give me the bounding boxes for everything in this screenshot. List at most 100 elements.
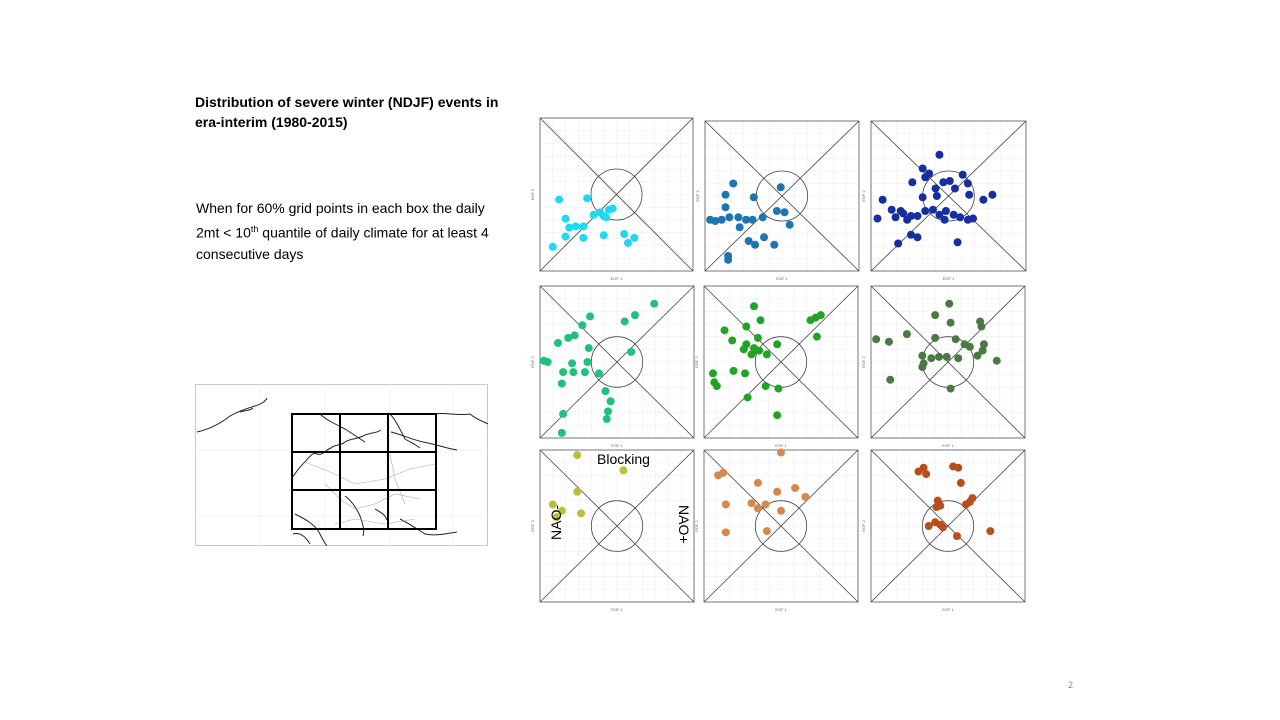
scatter-point — [762, 350, 771, 359]
panel-frame — [870, 285, 1026, 439]
scatter-point — [557, 506, 566, 515]
scatter-point — [777, 506, 785, 515]
scatter-point — [760, 233, 769, 242]
x-axis-label: EOF 1 — [611, 443, 623, 448]
scatter-point — [720, 326, 729, 335]
scatter-point — [913, 233, 922, 242]
scatter-point — [935, 150, 944, 159]
scatter-point — [992, 356, 1001, 365]
desc-superscript: th — [250, 224, 259, 234]
scatter-point — [940, 215, 949, 224]
diagonal-line — [870, 285, 1026, 439]
scatter-point — [623, 238, 632, 247]
nao-minus-label: NAO- — [548, 505, 564, 540]
scatter-point — [725, 213, 734, 222]
panel-frame — [870, 120, 1027, 272]
scatter-point — [583, 194, 592, 203]
panel-frame — [703, 285, 859, 439]
scatter-point — [583, 358, 592, 366]
scatter-point — [956, 478, 965, 487]
scatter-point — [548, 242, 557, 251]
scatter-point — [565, 223, 574, 232]
scatter-point — [777, 448, 785, 457]
scatter-panel-6: EOF 1 EOF 2 — [861, 285, 1026, 448]
scatter-point — [953, 238, 962, 247]
scatter-point — [902, 330, 911, 339]
scatter-point — [579, 222, 588, 231]
scatter-point — [557, 428, 566, 437]
scatter-point — [734, 213, 743, 222]
x-axis-label: EOF 1 — [611, 607, 623, 612]
scatter-point — [773, 340, 782, 349]
scatter-point — [945, 299, 954, 308]
scatter-point — [717, 215, 726, 224]
scatter-point — [620, 230, 629, 239]
scatter-point — [571, 222, 580, 231]
scatter-point — [579, 233, 588, 242]
scatter-point — [878, 195, 887, 204]
x-axis-label: EOF 1 — [942, 607, 954, 612]
scatter-point — [559, 409, 568, 418]
y-axis-label: EOF 2 — [694, 355, 699, 367]
scatter-point — [620, 317, 629, 326]
y-axis-label: EOF 2 — [530, 188, 535, 200]
scatter-point — [599, 231, 608, 240]
scatter-point — [946, 318, 955, 327]
y-axis-label: EOF 2 — [695, 189, 700, 201]
scatter-point — [606, 397, 615, 406]
scatter-point — [772, 207, 781, 215]
scatter-point — [753, 478, 762, 487]
scatter-point — [747, 499, 756, 508]
unit-circle — [590, 500, 644, 552]
scatter-point — [739, 345, 748, 354]
scatter-point — [939, 178, 948, 187]
x-axis-label: EOF 1 — [775, 443, 787, 448]
scatter-point — [741, 369, 750, 378]
scatter-point — [931, 333, 940, 342]
scatter-point — [801, 492, 810, 501]
scatter-point — [956, 213, 965, 222]
scatter-point — [719, 468, 728, 477]
desc-text-1: When for 60% grid points in each box the… — [196, 200, 485, 241]
scatter-point — [873, 214, 882, 223]
scatter-panel-8: EOF 1 EOF 2 — [694, 448, 859, 612]
scatter-point — [780, 208, 789, 217]
diagonal-line — [870, 449, 1026, 603]
scatter-point — [602, 415, 611, 423]
scatter-point — [918, 193, 927, 202]
scatter-point — [630, 311, 639, 320]
panel-frame — [539, 117, 694, 272]
scatter-point — [742, 322, 751, 331]
scatter-point — [949, 210, 958, 219]
x-axis-label: EOF 1 — [611, 276, 623, 281]
scatter-point — [945, 177, 954, 185]
scatter-point — [728, 336, 737, 345]
scatter-point — [932, 503, 941, 511]
scatter-point — [561, 214, 570, 223]
scatter-point — [918, 164, 927, 173]
panel-frame — [539, 285, 695, 439]
scatter-point — [961, 500, 970, 509]
x-axis-label: EOF 1 — [943, 276, 955, 281]
scatter-point — [872, 335, 881, 344]
x-axis-label: EOF 1 — [775, 607, 787, 612]
scatter-panel-7: EOF 1 EOF 2 — [530, 449, 695, 612]
scatter-point — [988, 190, 997, 199]
scatter-panel-9: EOF 1 EOF 2 — [861, 449, 1026, 612]
scatter-point — [965, 342, 974, 351]
scatter-point — [927, 354, 936, 363]
scatter-point — [954, 354, 963, 363]
scatter-point — [812, 332, 821, 341]
scatter-point — [954, 463, 963, 472]
scatter-point — [922, 470, 931, 479]
scatter-point — [557, 379, 566, 388]
diagonal-line — [539, 449, 695, 603]
diagonal-line — [539, 117, 694, 272]
scatter-point — [608, 204, 617, 213]
scatter-point — [749, 193, 758, 202]
scatter-panel-3: EOF 1 EOF 2 — [861, 120, 1027, 281]
y-axis-label: EOF 2 — [861, 189, 866, 201]
scatter-point — [712, 382, 721, 391]
scatter-point — [753, 504, 762, 513]
scatter-point — [977, 322, 986, 331]
